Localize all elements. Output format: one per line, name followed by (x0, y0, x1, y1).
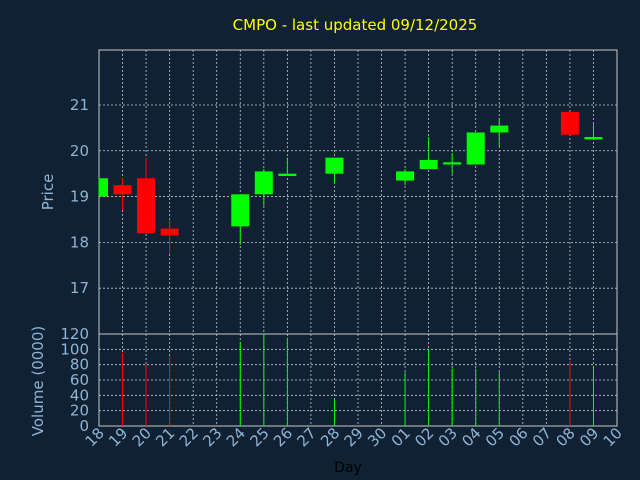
x-tick-label: 30 (364, 424, 390, 450)
x-tick-label: 09 (576, 424, 602, 450)
candle-body (278, 173, 297, 176)
ticks-layer: 1718192021020406080100120181920212223242… (60, 96, 625, 450)
candle-body (160, 228, 179, 236)
price-tick-label: 19 (70, 188, 89, 206)
x-tick-label: 10 (600, 424, 626, 450)
x-tick-label: 04 (458, 424, 484, 450)
candle-body (396, 171, 415, 181)
x-tick-label: 19 (105, 424, 131, 450)
x-tick-label: 29 (341, 424, 367, 450)
x-tick-label: 21 (152, 424, 178, 450)
x-tick-label: 27 (294, 424, 320, 450)
x-tick-label: 05 (482, 424, 508, 450)
x-tick-label: 02 (411, 424, 437, 450)
candle-body (466, 132, 485, 165)
grid-layer (98, 49, 618, 427)
candle-body (113, 185, 132, 195)
x-axis-label: Day (334, 460, 362, 476)
price-tick-label: 20 (70, 142, 89, 160)
candle-body (443, 162, 462, 165)
x-tick-label: 07 (529, 424, 555, 450)
chart-title: CMPO - last updated 09/12/2025 (233, 16, 478, 34)
candle-body (325, 157, 344, 174)
price-tick-label: 18 (70, 233, 89, 251)
x-tick-label: 08 (553, 424, 579, 450)
x-tick-label: 26 (270, 424, 296, 450)
x-tick-label: 03 (435, 424, 461, 450)
price-tick-label: 21 (70, 96, 89, 114)
volume-tick-label: 40 (70, 386, 89, 404)
candle-body (584, 137, 603, 140)
volume-tick-label: 20 (70, 402, 89, 420)
price-axis-label: Price (39, 174, 57, 211)
price-tick-label: 17 (70, 279, 89, 297)
x-tick-label: 01 (388, 424, 414, 450)
x-tick-label: 24 (223, 424, 249, 450)
x-tick-label: 28 (317, 424, 343, 450)
candle-body (231, 194, 250, 227)
x-tick-label: 22 (176, 424, 202, 450)
volume-tick-label: 60 (70, 371, 89, 389)
candle-body (560, 111, 579, 135)
volume-tick-label: 100 (60, 340, 89, 358)
candle-body (419, 159, 438, 170)
x-tick-label: 06 (505, 424, 531, 450)
volume-tick-label: 80 (70, 356, 89, 374)
candle-body (254, 171, 273, 195)
candle-body (99, 178, 108, 197)
marks-layer (98, 111, 603, 426)
x-tick-label: 25 (246, 424, 272, 450)
volume-tick-label: 120 (60, 325, 89, 343)
candle-body (490, 125, 509, 133)
x-tick-label: 20 (129, 424, 155, 450)
volume-tick-label: 0 (79, 417, 89, 435)
candle-body (137, 178, 156, 234)
volume-axis-label: Volume (0000) (29, 326, 47, 436)
x-tick-label: 23 (199, 424, 225, 450)
